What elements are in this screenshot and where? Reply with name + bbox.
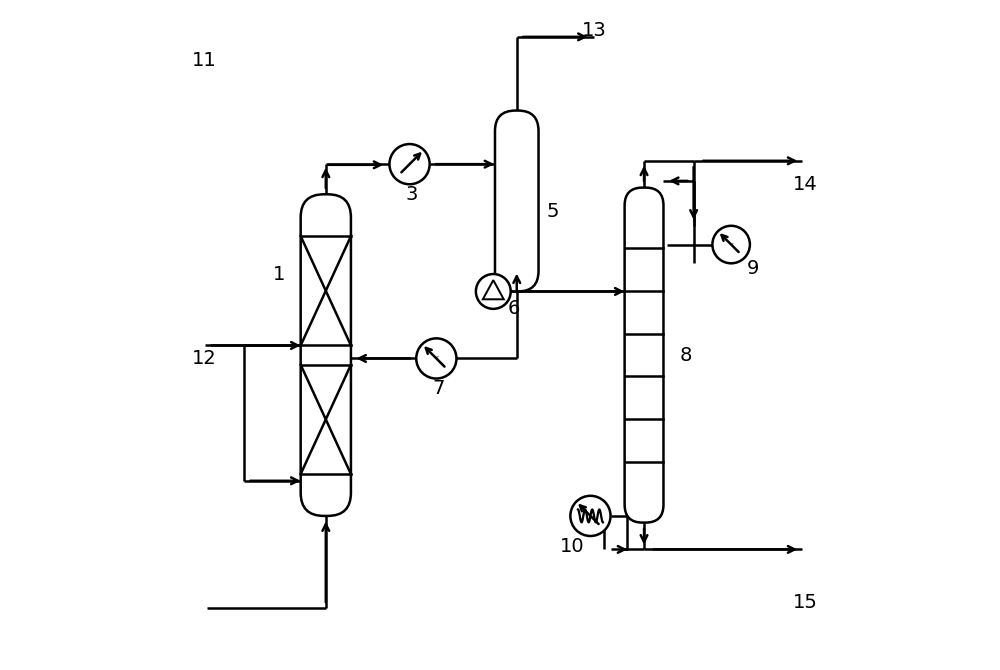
Text: 11: 11 [191,51,216,70]
Circle shape [389,144,430,184]
Text: 8: 8 [680,346,692,364]
Text: 14: 14 [792,175,817,194]
Text: 9: 9 [747,259,759,277]
FancyBboxPatch shape [625,188,663,523]
Text: Z: Z [730,243,732,247]
Text: 12: 12 [191,349,216,368]
Text: Z: Z [435,356,438,360]
Text: 3: 3 [405,185,418,204]
Circle shape [416,338,456,379]
Text: 1: 1 [273,265,285,284]
Text: 7: 7 [432,379,445,398]
Circle shape [570,496,611,536]
FancyBboxPatch shape [301,194,351,516]
Circle shape [712,226,750,263]
Text: 15: 15 [792,594,817,612]
Text: 5: 5 [546,202,559,220]
Text: 6: 6 [507,299,520,318]
Text: Z: Z [408,162,411,166]
Text: 10: 10 [560,537,585,555]
FancyBboxPatch shape [495,111,539,291]
Text: 13: 13 [581,21,606,40]
Polygon shape [483,280,504,299]
Circle shape [476,274,511,309]
